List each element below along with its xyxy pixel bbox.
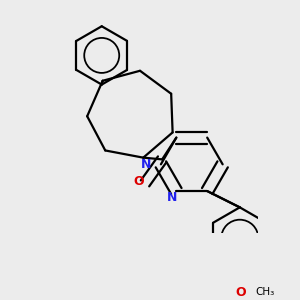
- Text: O: O: [134, 175, 144, 188]
- Text: N: N: [167, 190, 177, 204]
- Text: CH₃: CH₃: [255, 287, 274, 297]
- Text: O: O: [235, 286, 246, 299]
- Text: N: N: [141, 158, 151, 171]
